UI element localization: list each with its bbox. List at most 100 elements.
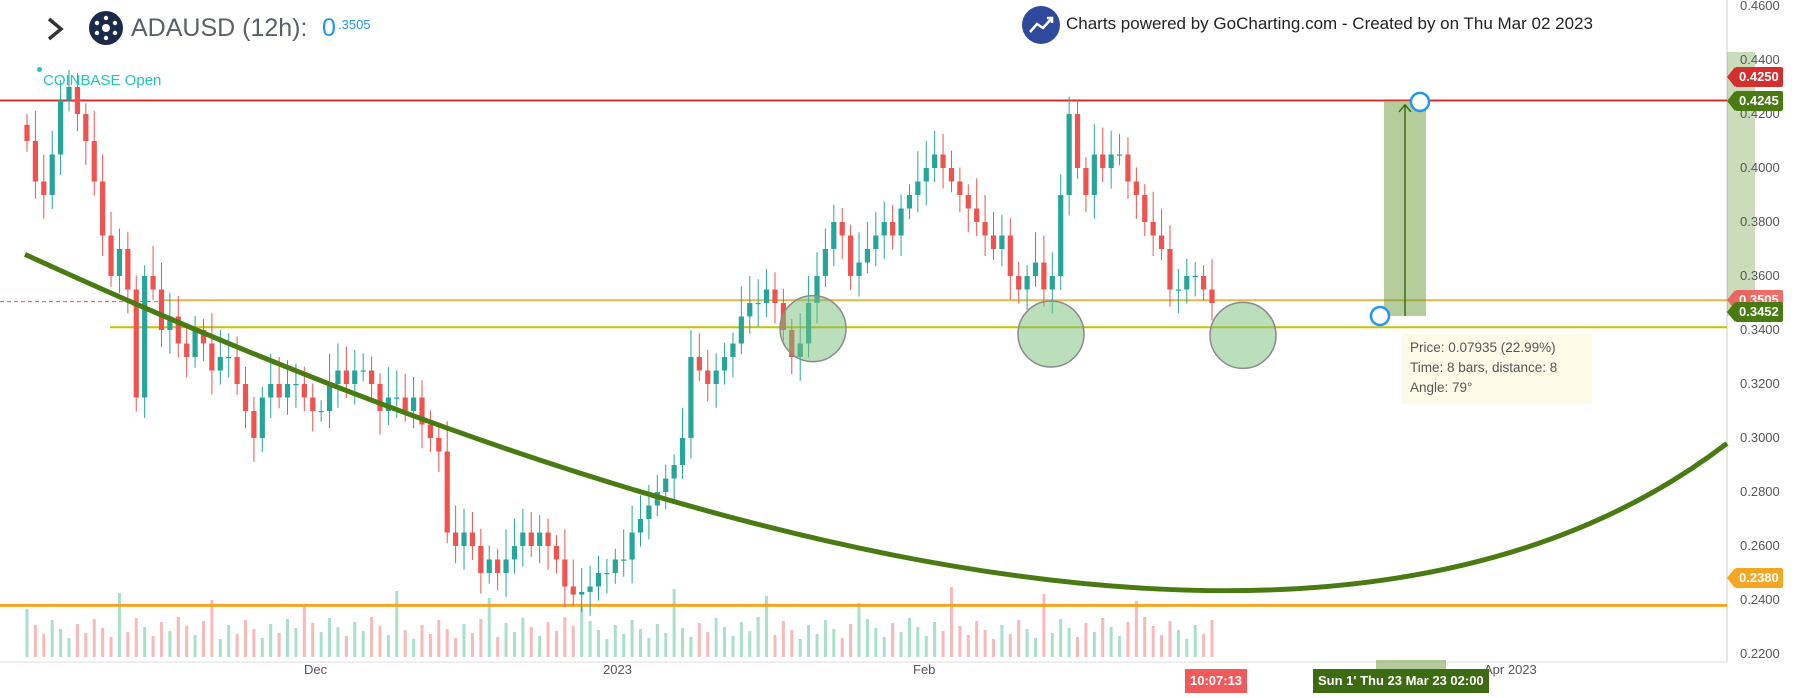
- candle-body: [1100, 154, 1106, 168]
- volume-bar: [798, 639, 802, 657]
- candle-body: [352, 370, 358, 384]
- candle-body: [587, 586, 593, 592]
- candle-body: [1041, 262, 1047, 290]
- y-tick-label: 0.2600: [1740, 538, 1780, 553]
- volume-bar: [412, 639, 416, 657]
- candle-body: [184, 343, 190, 357]
- volume-bar: [386, 635, 390, 657]
- volume-bar: [1176, 630, 1180, 657]
- symbol-label: ADAUSD (12h):: [131, 14, 308, 42]
- volume-bar: [1134, 601, 1138, 657]
- volume-bar: [647, 638, 651, 657]
- candle-body: [410, 397, 417, 411]
- candle-body: [335, 370, 341, 384]
- volume-bar: [1000, 625, 1004, 657]
- candle-body: [831, 222, 837, 249]
- volume-bar: [1151, 626, 1155, 657]
- volume-bar: [924, 636, 928, 657]
- volume-bar: [1076, 637, 1080, 657]
- volume-bar: [25, 609, 29, 657]
- volume-bar: [512, 632, 516, 657]
- volume-bar: [773, 635, 777, 657]
- volume-bar: [966, 635, 970, 657]
- volume-bar: [655, 624, 659, 657]
- volume-bar: [832, 629, 836, 657]
- volume-bar: [185, 626, 189, 657]
- volume-bar: [689, 637, 693, 657]
- candle-body: [772, 289, 778, 303]
- candle-body: [200, 330, 207, 344]
- volume-bar: [479, 619, 483, 657]
- range-badge: Sun 1' Thu 23 Mar 23 02:00: [1313, 669, 1489, 693]
- volume-bar: [865, 619, 869, 657]
- candle-body: [1007, 235, 1013, 276]
- volume-bar: [874, 628, 878, 657]
- candle-body: [419, 397, 425, 425]
- candle-body: [478, 546, 484, 573]
- volume-bar: [1067, 628, 1071, 657]
- volume-bar: [420, 625, 424, 657]
- y-tick-label: 0.3600: [1740, 268, 1780, 283]
- volume-bar: [958, 626, 962, 657]
- volume-bar: [849, 624, 853, 657]
- candle-body: [528, 532, 534, 546]
- candle-body: [864, 249, 871, 263]
- candle-body: [24, 124, 30, 141]
- candle-body: [915, 181, 921, 195]
- candle-body: [688, 357, 694, 438]
- candle-body: [747, 303, 753, 317]
- volume-bar: [664, 633, 668, 657]
- volume-bar: [781, 621, 785, 657]
- volume-bar: [101, 628, 105, 657]
- candle-body: [276, 384, 282, 398]
- volume-bar: [395, 591, 399, 657]
- candle-body: [226, 357, 232, 359]
- volume-bar: [126, 632, 130, 657]
- volume-bar: [378, 626, 382, 657]
- candle-body: [612, 559, 618, 573]
- time-badge: 10:07:13: [1185, 669, 1248, 693]
- volume-bar: [857, 603, 861, 657]
- y-tick-label: 0.3400: [1740, 322, 1780, 337]
- exchange-status: COINBASE Open: [43, 72, 162, 89]
- candle-body: [671, 465, 677, 479]
- rounded-bottom-curve: [23, 252, 1729, 594]
- volume-bar: [580, 605, 584, 657]
- volume-bar: [437, 620, 441, 657]
- y-tick-label: 0.2400: [1740, 592, 1780, 607]
- volume-bar: [227, 625, 231, 657]
- volume-bar: [975, 621, 979, 657]
- gocharting-logo-icon[interactable]: [1022, 6, 1060, 44]
- candle-body: [234, 357, 240, 384]
- volume-bar: [42, 634, 46, 657]
- volume-bar: [1185, 639, 1189, 657]
- candle-body: [1074, 114, 1081, 168]
- candle-body: [495, 559, 501, 573]
- candle-body: [150, 276, 156, 290]
- candle-body: [343, 370, 349, 384]
- x-tick-label: Dec: [304, 662, 328, 677]
- volume-bar: [302, 607, 306, 657]
- volume-bar: [311, 623, 315, 657]
- candle-body: [1209, 289, 1215, 303]
- candle-body: [192, 330, 198, 357]
- volume-bar: [1084, 623, 1088, 657]
- volume-bar: [1050, 633, 1054, 657]
- volume-bar: [622, 634, 626, 657]
- measure-handle-start: [1369, 305, 1391, 327]
- candle-body: [906, 195, 913, 209]
- volume-bar: [218, 639, 222, 657]
- volume-bar: [235, 634, 239, 657]
- volume-bar: [504, 623, 508, 657]
- candle-body: [940, 154, 946, 168]
- candle-body: [1167, 249, 1173, 290]
- volume-bar: [563, 617, 567, 657]
- candle-body: [58, 100, 64, 155]
- volume-bar: [1109, 627, 1113, 657]
- chevron-right-icon[interactable]: [42, 14, 68, 44]
- candle-body: [923, 168, 929, 182]
- candle-body: [696, 357, 702, 371]
- volume-bar: [143, 627, 147, 657]
- candle-body: [91, 141, 97, 182]
